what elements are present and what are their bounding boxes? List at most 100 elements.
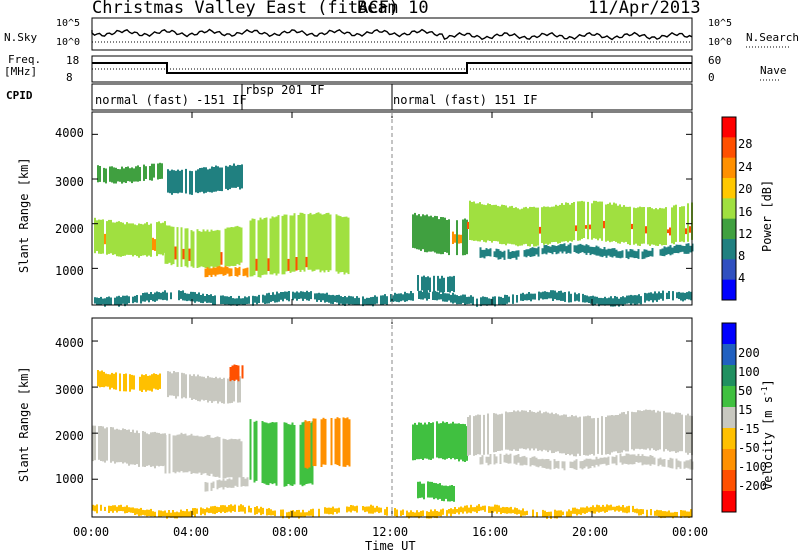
power-cell	[114, 222, 116, 255]
power-cell	[597, 246, 600, 256]
velocity-cell	[516, 508, 518, 515]
power-cell	[232, 227, 235, 267]
velocity-cell	[183, 373, 185, 398]
velocity-cell	[421, 483, 423, 498]
power-cell	[486, 297, 488, 306]
power-cell	[418, 290, 420, 299]
velocity-cell	[241, 365, 244, 379]
velocity-cell	[294, 511, 296, 518]
power-cell	[118, 295, 120, 307]
power-cell	[188, 293, 190, 301]
velocity-cell	[613, 456, 616, 464]
vel-cbar-tick-100: 100	[738, 365, 760, 379]
velocity-cell	[188, 435, 191, 472]
power-cell	[554, 290, 556, 300]
power-cell	[602, 298, 604, 306]
velocity-cell	[147, 375, 149, 391]
power-cell	[583, 201, 585, 238]
power-cell	[578, 293, 580, 302]
power-cell	[212, 230, 215, 269]
velocity-cell	[537, 411, 539, 451]
velocity-cell	[569, 416, 571, 456]
xtick-4: 16:00	[472, 525, 509, 539]
velocity-cell	[434, 509, 436, 518]
power-cell	[511, 251, 514, 259]
power-cell	[488, 298, 490, 305]
velocity-cell	[394, 508, 396, 516]
velocity-cell	[220, 480, 223, 488]
velocity-cell	[186, 509, 188, 517]
power-cell	[240, 227, 243, 263]
power-cell	[652, 293, 654, 303]
velocity-cell	[126, 429, 128, 464]
velocity-cell	[213, 378, 215, 402]
velocity-cell	[527, 412, 529, 449]
velocity-cell	[123, 374, 125, 392]
power-cell	[211, 166, 213, 193]
velocity-cell	[162, 433, 164, 467]
velocity-cell	[472, 507, 474, 512]
velocity-cell	[546, 512, 548, 519]
power-cell	[131, 167, 133, 184]
power-cell	[502, 297, 504, 306]
power-cell	[322, 293, 324, 301]
power-cell	[614, 296, 616, 307]
power-cell	[471, 202, 473, 241]
power-cell	[525, 206, 527, 244]
power-cell	[444, 217, 446, 252]
power-cell	[576, 294, 578, 301]
nsky-tick-bottom: 10^0	[56, 37, 81, 48]
velocity-cell	[155, 374, 157, 390]
velocity-cell	[642, 509, 644, 515]
velocity-cell	[293, 425, 296, 485]
velocity-cell	[106, 427, 108, 461]
velocity-cell	[168, 510, 170, 517]
velocity-cell	[539, 459, 542, 467]
velocity-colorbar-swatch	[722, 323, 736, 345]
velocity-cell	[260, 506, 262, 516]
power-cell	[564, 292, 566, 302]
velocity-cell	[597, 458, 600, 467]
velocity-cell	[231, 365, 234, 380]
power-cell	[565, 202, 567, 242]
velocity-cell	[240, 504, 242, 512]
power-cell	[224, 296, 226, 305]
power-cell	[189, 170, 191, 195]
power-cell	[348, 295, 350, 306]
velocity-cell	[226, 479, 229, 488]
velocity-cell	[526, 510, 528, 515]
power-cell	[164, 290, 166, 300]
power-cell	[679, 207, 681, 242]
power-cell	[634, 295, 636, 305]
power-cell	[575, 225, 577, 232]
power-cell	[134, 224, 136, 256]
velocity-cell	[608, 505, 610, 511]
velocity-cell	[583, 416, 585, 455]
power-cell	[321, 214, 324, 271]
velocity-cell	[440, 509, 442, 517]
power-cell	[643, 207, 645, 244]
velocity-cell	[659, 411, 661, 450]
velocity-cell	[454, 423, 456, 460]
cpid-label: CPID	[6, 89, 33, 102]
velocity-cell	[422, 510, 424, 516]
power-cell	[651, 248, 654, 257]
velocity-cell	[683, 461, 686, 469]
power-cell	[196, 293, 198, 302]
velocity-colorbar-swatch	[722, 428, 736, 450]
power-cell	[98, 219, 100, 254]
velocity-cell	[226, 506, 228, 513]
velocity-cell	[643, 410, 645, 450]
power-cell	[343, 216, 346, 275]
power-cell	[561, 203, 563, 242]
velocity-cell	[499, 453, 502, 464]
power-cell	[597, 201, 599, 241]
power-cell	[112, 222, 114, 255]
velocity-cell	[473, 416, 475, 456]
velocity-cell	[416, 510, 418, 518]
power-cell	[555, 246, 558, 255]
velocity-cell	[192, 435, 195, 474]
power-cell	[581, 200, 583, 239]
velocity-cell	[285, 422, 288, 487]
power-cell	[129, 168, 131, 182]
